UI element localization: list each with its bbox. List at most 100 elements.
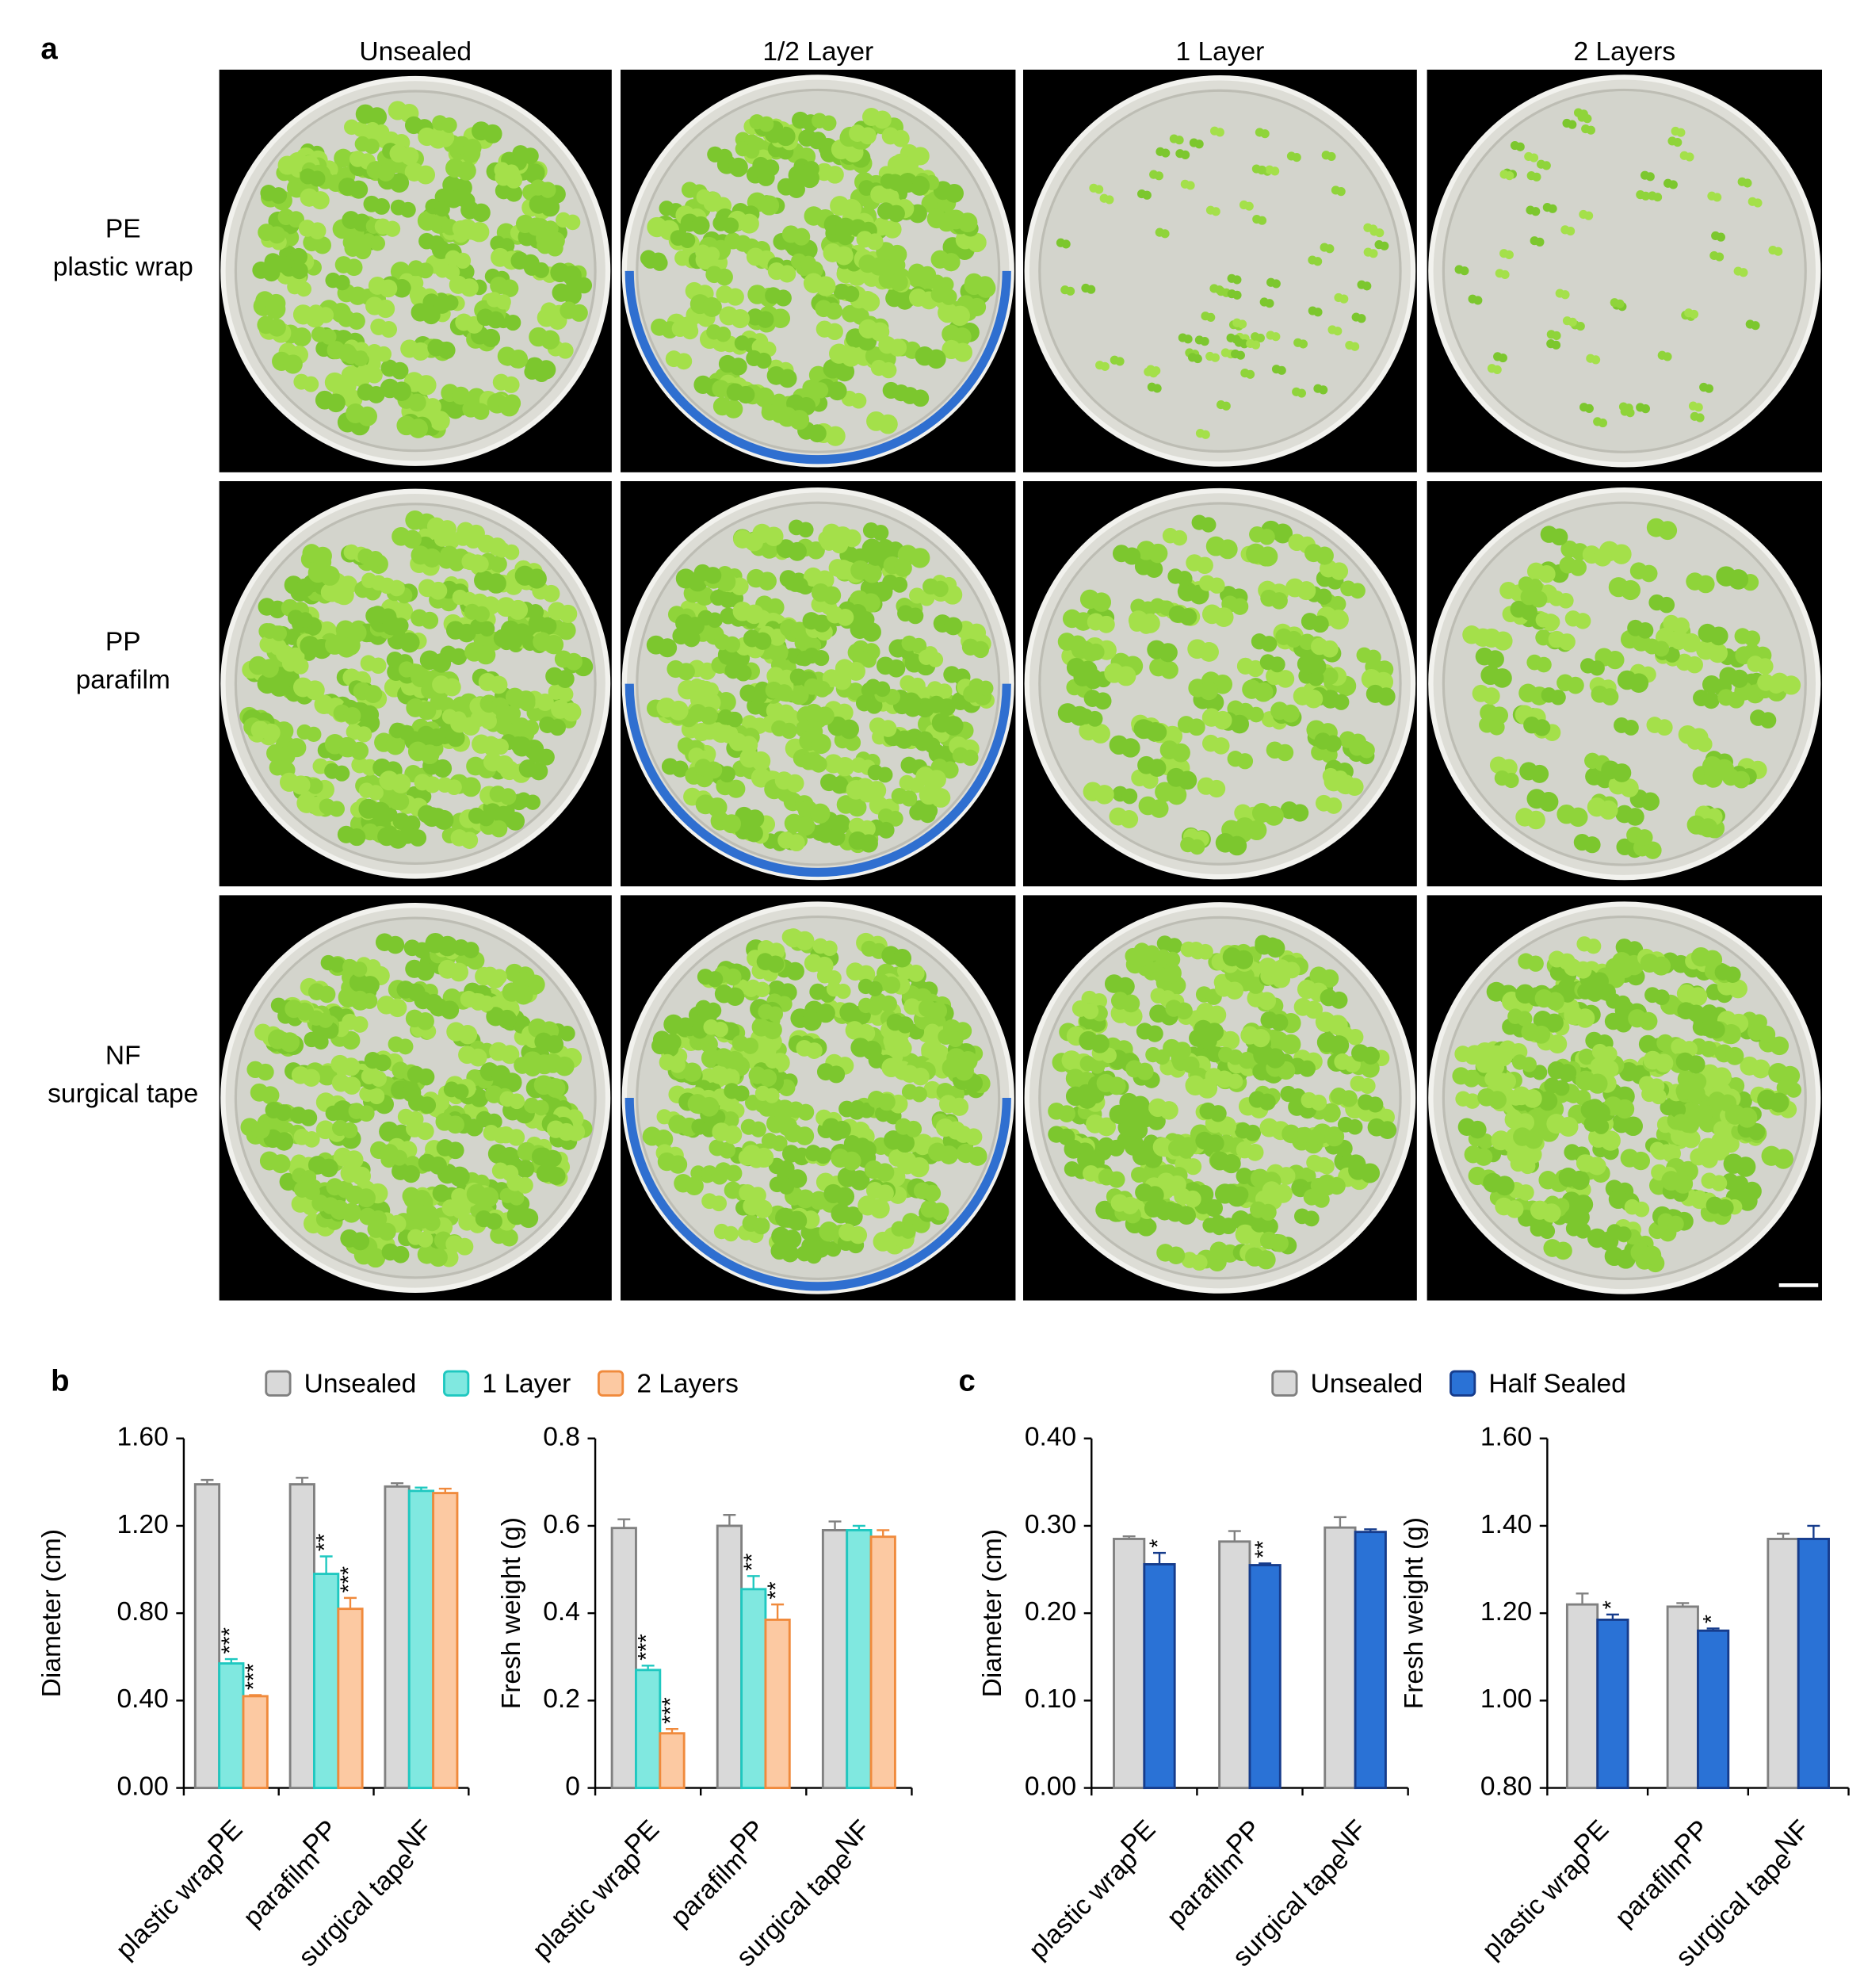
seedling (968, 1146, 987, 1166)
seedling (562, 702, 582, 722)
seedling (1366, 649, 1381, 666)
seedling (877, 1184, 894, 1202)
seedling (461, 717, 480, 736)
seedling (758, 195, 780, 216)
seedling (953, 1061, 974, 1081)
panel-label: b (51, 1364, 69, 1398)
seedling (859, 127, 877, 145)
seedling (352, 236, 369, 254)
seedling (449, 1166, 470, 1187)
seedling (826, 323, 843, 341)
seedling (1350, 583, 1366, 599)
seedling (1094, 692, 1112, 710)
seedling (480, 713, 498, 730)
seedling (858, 611, 875, 628)
seedling (302, 1069, 320, 1088)
seedling (1656, 719, 1673, 736)
seedling (392, 602, 414, 622)
seedling (1078, 660, 1098, 680)
seedling (1105, 195, 1114, 205)
seedling (300, 1170, 317, 1186)
seedling (1091, 592, 1112, 612)
seedling (1532, 1025, 1551, 1044)
seedling (787, 541, 807, 561)
seedling (1175, 1002, 1193, 1020)
seedling (1504, 250, 1514, 259)
seedling (1533, 719, 1551, 736)
seedling (1330, 562, 1349, 580)
seedling (1075, 1142, 1094, 1162)
seedling (492, 1127, 510, 1144)
seedling (1255, 333, 1265, 343)
seedling (720, 591, 736, 609)
seedling (367, 550, 384, 568)
seedling (1196, 556, 1213, 575)
seedling (1327, 151, 1336, 162)
seedling (1247, 820, 1267, 841)
seedling (379, 608, 397, 626)
seedling (490, 555, 507, 573)
seedling (1751, 321, 1760, 331)
row-label: parafilm (76, 665, 170, 694)
seedling (789, 410, 810, 430)
seedling (1650, 1088, 1667, 1105)
seedling (446, 1115, 464, 1134)
seedling (758, 572, 777, 591)
seedling (397, 1038, 414, 1055)
seedling (1492, 365, 1502, 375)
seedling (306, 726, 322, 743)
seedling (835, 217, 856, 238)
seedling (978, 680, 994, 696)
seedling (907, 607, 924, 625)
seedling (495, 755, 514, 774)
seedling (1234, 950, 1254, 969)
seedling (1148, 369, 1159, 378)
seedling (291, 775, 311, 795)
seedling (1297, 388, 1306, 398)
seedling (724, 1164, 743, 1182)
seedling (472, 203, 491, 223)
seedling (1708, 643, 1728, 663)
seedling (399, 632, 420, 653)
seedling (1308, 657, 1327, 676)
seedling (1319, 385, 1328, 395)
seedling (416, 375, 437, 396)
seedling (365, 366, 383, 384)
seedling (1551, 340, 1561, 350)
seedling (944, 617, 963, 636)
seedling (1167, 1246, 1186, 1265)
seedling (1259, 529, 1275, 545)
seedling (867, 1000, 883, 1016)
seedling (428, 235, 445, 252)
seedling (785, 962, 804, 981)
seedling (661, 1039, 679, 1057)
seedling (1292, 153, 1301, 162)
seedling (503, 164, 520, 181)
seedling (1552, 331, 1561, 341)
seedling (505, 314, 521, 331)
seedling (916, 731, 934, 749)
seedling (1116, 666, 1136, 686)
seedling (826, 166, 844, 184)
seedling (540, 182, 556, 198)
seedling (1359, 1077, 1376, 1094)
seedling (1248, 706, 1264, 723)
seedling (1702, 692, 1720, 709)
seedling (1530, 591, 1548, 608)
seedling (1177, 1206, 1196, 1225)
seedling (369, 1088, 385, 1105)
seedling (1221, 401, 1231, 411)
seedling (1333, 327, 1343, 336)
seedling (1257, 216, 1267, 225)
seedling (1321, 640, 1339, 658)
seedling (318, 985, 336, 1004)
seedling (392, 278, 411, 298)
seedling (1505, 171, 1514, 181)
seedling (1297, 581, 1316, 601)
seedling (1652, 193, 1663, 202)
seedling (842, 285, 860, 303)
seedling (862, 1040, 882, 1061)
seedling (408, 419, 429, 438)
seedling (1256, 1250, 1276, 1270)
